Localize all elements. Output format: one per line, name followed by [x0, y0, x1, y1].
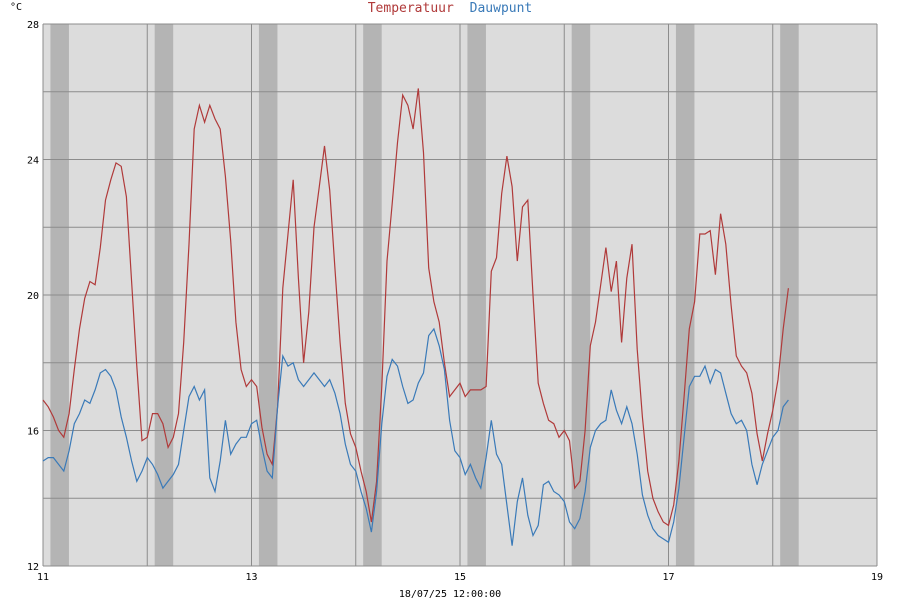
title-dewpoint: Dauwpunt: [470, 1, 533, 16]
title-temperature: Temperatuur: [368, 1, 454, 16]
x-tick-label-17: 17: [662, 572, 674, 583]
x-tick-label-19: 19: [871, 572, 883, 583]
y-tick-label-28: 28: [27, 20, 39, 31]
x-tick-labels: 11 13 15 17 19: [37, 572, 883, 583]
chart-title: Temperatuur Dauwpunt: [368, 1, 533, 16]
y-tick-label-12: 12: [27, 562, 39, 573]
y-tick-labels: 12 16 20 24 28: [27, 20, 39, 573]
y-unit-label: °C: [10, 2, 22, 13]
y-tick-label-24: 24: [27, 156, 39, 167]
series-line-dauwpunt: [42, 327, 789, 546]
x-tick-label-11: 11: [37, 572, 49, 583]
series-lines: [42, 88, 789, 546]
series-line-temperatuur: [42, 88, 789, 527]
timestamp-footer: 18/07/25 12:00:00: [399, 589, 501, 600]
x-tick-label-13: 13: [245, 572, 257, 583]
vertical-gridlines: [42, 24, 878, 566]
x-tick-label-15: 15: [454, 572, 466, 583]
y-tick-label-16: 16: [27, 427, 39, 438]
y-tick-label-20: 20: [27, 291, 39, 302]
